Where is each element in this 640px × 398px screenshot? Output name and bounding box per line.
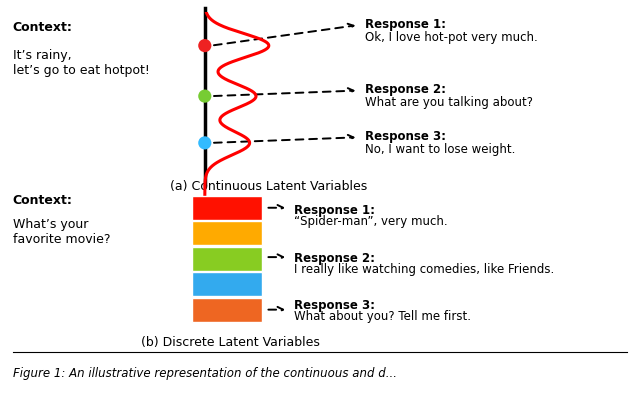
Bar: [192, 196, 262, 220]
Text: No, I want to lose weight.: No, I want to lose weight.: [365, 143, 515, 156]
Text: (b) Discrete Latent Variables: (b) Discrete Latent Variables: [141, 336, 320, 349]
Text: (a) Continuous Latent Variables: (a) Continuous Latent Variables: [170, 180, 367, 193]
Point: [200, 140, 210, 146]
Text: Response 1:: Response 1:: [365, 18, 446, 31]
Point: [200, 43, 210, 49]
Text: Ok, I love hot-pot very much.: Ok, I love hot-pot very much.: [365, 31, 538, 44]
Text: Response 3:: Response 3:: [294, 299, 376, 312]
Text: “Spider-man”, very much.: “Spider-man”, very much.: [294, 215, 448, 228]
Text: Response 3:: Response 3:: [365, 130, 446, 143]
Text: I really like watching comedies, like Friends.: I really like watching comedies, like Fr…: [294, 263, 555, 276]
Bar: [192, 247, 262, 271]
Text: What are you talking about?: What are you talking about?: [365, 96, 532, 109]
Bar: [192, 221, 262, 245]
Text: Context:: Context:: [13, 21, 73, 34]
Text: Response 2:: Response 2:: [294, 252, 376, 265]
Text: Response 2:: Response 2:: [365, 83, 446, 96]
Point: [200, 93, 210, 99]
Text: Context:: Context:: [13, 194, 73, 207]
Bar: [192, 272, 262, 296]
Bar: [192, 298, 262, 322]
Text: Response 1:: Response 1:: [294, 204, 376, 217]
Text: What’s your
favorite movie?: What’s your favorite movie?: [13, 218, 110, 246]
Text: Figure 1: An illustrative representation of the continuous and d...: Figure 1: An illustrative representation…: [13, 367, 397, 380]
Text: What about you? Tell me first.: What about you? Tell me first.: [294, 310, 472, 324]
Text: It’s rainy,
let’s go to eat hotpot!: It’s rainy, let’s go to eat hotpot!: [13, 49, 150, 77]
